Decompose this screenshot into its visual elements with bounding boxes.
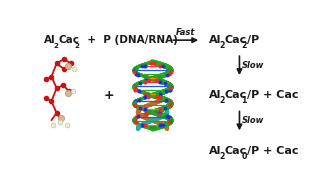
- Text: Cac: Cac: [58, 35, 79, 45]
- Text: /P + Cac: /P + Cac: [247, 91, 298, 100]
- Text: 2: 2: [53, 43, 58, 49]
- Text: Slow: Slow: [242, 61, 264, 70]
- Text: 2: 2: [74, 43, 79, 49]
- Text: Cac: Cac: [224, 146, 247, 156]
- Text: 2: 2: [219, 96, 224, 105]
- Text: +: +: [104, 89, 114, 102]
- Text: 0: 0: [242, 152, 247, 161]
- Text: Al: Al: [44, 35, 55, 45]
- Text: 1: 1: [242, 96, 247, 105]
- Text: Slow: Slow: [242, 116, 264, 125]
- Text: /P: /P: [247, 35, 259, 45]
- Text: +  P (DNA/RNA): + P (DNA/RNA): [80, 35, 178, 45]
- Text: Al: Al: [209, 91, 221, 100]
- Text: Fast: Fast: [176, 28, 195, 37]
- Text: Al: Al: [209, 35, 221, 45]
- Text: 2: 2: [219, 41, 224, 50]
- Text: 2: 2: [242, 41, 247, 50]
- Text: /P + Cac: /P + Cac: [247, 146, 298, 156]
- Text: 2: 2: [219, 152, 224, 161]
- Text: Cac: Cac: [224, 35, 247, 45]
- Text: Cac: Cac: [224, 91, 247, 100]
- Text: Al: Al: [209, 146, 221, 156]
